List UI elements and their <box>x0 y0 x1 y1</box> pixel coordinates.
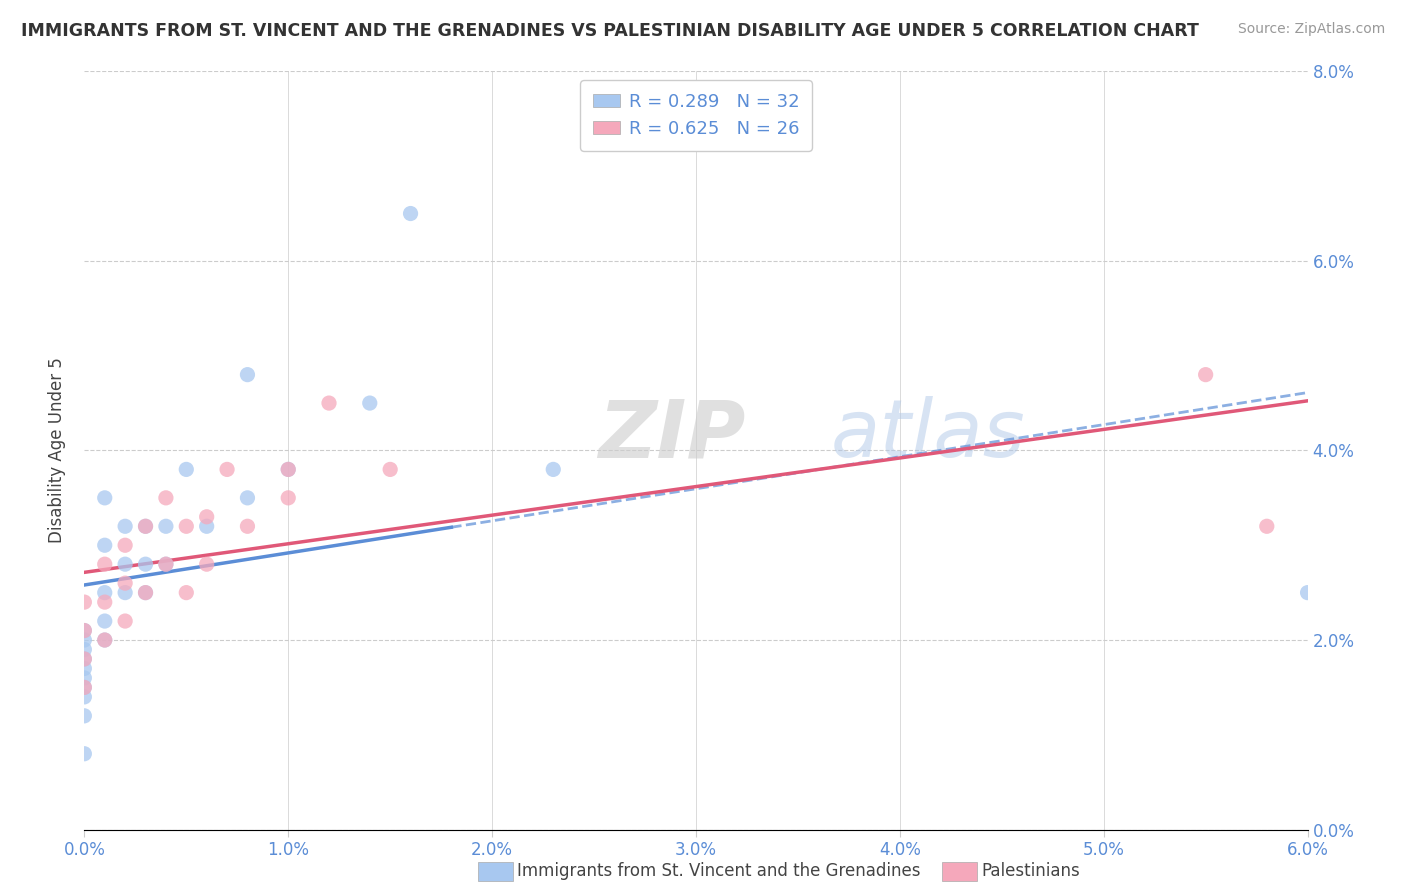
Text: IMMIGRANTS FROM ST. VINCENT AND THE GRENADINES VS PALESTINIAN DISABILITY AGE UND: IMMIGRANTS FROM ST. VINCENT AND THE GREN… <box>21 22 1199 40</box>
Point <box>114 557 136 572</box>
Point <box>135 585 157 599</box>
Point <box>114 614 136 628</box>
Point <box>73 690 96 704</box>
Point <box>135 585 157 599</box>
Point <box>73 708 96 723</box>
Point <box>195 557 218 572</box>
Point <box>93 491 117 505</box>
Point <box>277 462 299 476</box>
Point <box>73 595 96 609</box>
Point <box>176 585 198 599</box>
Point <box>217 462 239 476</box>
Point <box>93 585 117 599</box>
Point <box>176 519 198 533</box>
Legend: R = 0.289   N = 32, R = 0.625   N = 26: R = 0.289 N = 32, R = 0.625 N = 26 <box>579 80 813 151</box>
Point <box>155 557 177 572</box>
Point <box>318 396 340 410</box>
Point <box>73 652 96 666</box>
Point <box>73 624 96 638</box>
Point <box>73 633 96 648</box>
Text: ZIP: ZIP <box>598 396 745 475</box>
Point <box>73 652 96 666</box>
Point <box>155 491 177 505</box>
Point <box>359 396 381 410</box>
Point <box>399 206 422 220</box>
Point <box>93 595 117 609</box>
Text: atlas: atlas <box>831 396 1025 475</box>
Point <box>135 519 157 533</box>
Point <box>135 557 157 572</box>
Point <box>380 462 402 476</box>
Point <box>93 557 117 572</box>
Point <box>73 642 96 657</box>
Point <box>114 585 136 599</box>
Point <box>277 491 299 505</box>
Point <box>114 576 136 591</box>
Point <box>73 681 96 695</box>
Y-axis label: Disability Age Under 5: Disability Age Under 5 <box>48 358 66 543</box>
Point <box>73 747 96 761</box>
Text: Palestinians: Palestinians <box>981 863 1080 880</box>
Point <box>73 681 96 695</box>
Point <box>195 509 218 524</box>
Point <box>155 557 177 572</box>
Point <box>195 519 218 533</box>
Point <box>176 462 198 476</box>
Point <box>1195 368 1218 382</box>
Text: Immigrants from St. Vincent and the Grenadines: Immigrants from St. Vincent and the Gren… <box>517 863 921 880</box>
Text: Source: ZipAtlas.com: Source: ZipAtlas.com <box>1237 22 1385 37</box>
Point <box>277 462 299 476</box>
Point <box>135 519 157 533</box>
Point <box>73 661 96 675</box>
Point <box>236 491 259 505</box>
Point <box>93 614 117 628</box>
Point <box>1296 585 1319 599</box>
Point <box>73 671 96 685</box>
Point <box>93 633 117 648</box>
Point <box>236 519 259 533</box>
Point <box>114 519 136 533</box>
Point <box>93 538 117 552</box>
Point <box>73 624 96 638</box>
Point <box>93 633 117 648</box>
Point <box>114 538 136 552</box>
Point <box>236 368 259 382</box>
Point <box>1256 519 1278 533</box>
Point <box>155 519 177 533</box>
Point <box>543 462 565 476</box>
